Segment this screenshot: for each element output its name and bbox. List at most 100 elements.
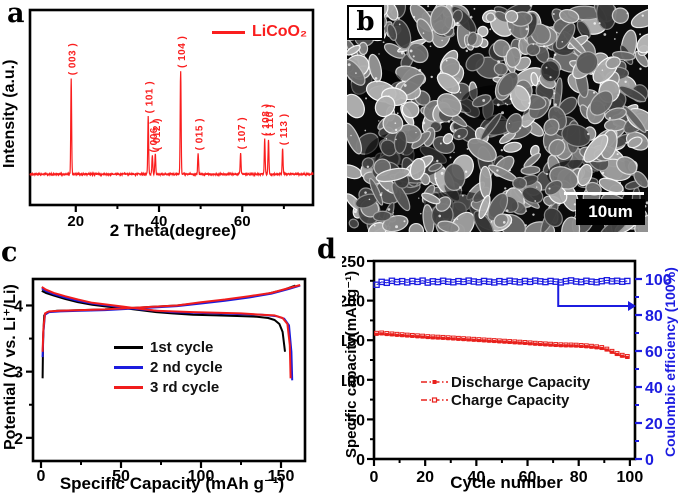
svg-text:200: 200 bbox=[342, 294, 365, 311]
discharge-marker bbox=[595, 346, 599, 350]
peak-label: ( 104 ) bbox=[177, 36, 188, 68]
voltage-profile-svg: 0 50 100 150 2 3 4 bbox=[14, 277, 307, 485]
svg-text:4: 4 bbox=[14, 298, 23, 315]
svg-text:0: 0 bbox=[645, 452, 654, 469]
panel-d-label: d bbox=[317, 234, 336, 265]
discharge-marker bbox=[528, 342, 532, 346]
discharge-marker bbox=[508, 340, 512, 345]
legend-row-2nd-cycle: 2 nd cycle bbox=[114, 357, 223, 377]
discharge-marker bbox=[385, 332, 389, 337]
discharge-marker bbox=[518, 341, 522, 345]
profile-frame bbox=[31, 277, 307, 463]
discharge-marker bbox=[533, 342, 537, 346]
discharge-marker bbox=[436, 336, 440, 340]
svg-text:250: 250 bbox=[342, 254, 365, 271]
panel-a-label: a bbox=[7, 0, 25, 29]
svg-text:150: 150 bbox=[268, 468, 295, 485]
legend-line-swatch bbox=[212, 30, 245, 34]
discharge-marker bbox=[492, 339, 496, 344]
3-rd-cycle-discharge-curve bbox=[41, 286, 292, 379]
discharge-marker bbox=[415, 335, 420, 339]
right-axis-arrow bbox=[557, 280, 630, 307]
discharge-marker bbox=[523, 341, 527, 345]
panel-b-label: b bbox=[347, 5, 384, 40]
discharge-marker bbox=[395, 333, 399, 337]
3-rd-cycle-charge-curve bbox=[41, 284, 301, 352]
xrd-trace bbox=[29, 71, 314, 178]
discharge-marker bbox=[400, 334, 404, 338]
legend-line-swatch bbox=[114, 365, 143, 369]
discharge-marker bbox=[569, 344, 573, 348]
discharge-marker bbox=[467, 338, 471, 342]
svg-text:100: 100 bbox=[645, 272, 672, 289]
peak-label: ( 006 ) bbox=[149, 120, 160, 152]
svg-text:50: 50 bbox=[112, 468, 130, 485]
peak-label: ( 012 ) bbox=[152, 118, 163, 150]
svg-text:40: 40 bbox=[467, 469, 485, 486]
discharge-marker bbox=[543, 343, 548, 347]
discharge-marker bbox=[513, 341, 517, 345]
panel-c-yaxis-title: Potential (V vs. Li⁺/Li) bbox=[2, 284, 19, 450]
svg-text:100: 100 bbox=[342, 373, 365, 390]
efficiency-marker bbox=[624, 277, 631, 285]
peak-label: ( 003 ) bbox=[68, 43, 79, 75]
discharge-marker bbox=[431, 336, 435, 340]
svg-text:60: 60 bbox=[645, 344, 663, 361]
xrd-frame bbox=[28, 8, 315, 207]
discharge-marker bbox=[441, 336, 445, 340]
discharge-marker bbox=[497, 340, 501, 344]
panel-d-xaxis-title: Cycle number bbox=[450, 473, 563, 492]
panel-d-legend: Discharge Capacity Charge Capacity bbox=[421, 373, 590, 409]
discharge-marker bbox=[554, 343, 558, 348]
discharge-marker bbox=[584, 345, 588, 349]
legend-label: 3 rd cycle bbox=[150, 378, 220, 396]
discharge-marker bbox=[538, 342, 542, 347]
discharge-marker bbox=[610, 350, 614, 354]
panel-c-legend: 1st cycle 2 nd cycle 3 rd cycle bbox=[114, 337, 223, 397]
discharge-marker bbox=[446, 337, 450, 341]
peak-label: ( 107 ) bbox=[237, 117, 248, 149]
discharge-marker bbox=[574, 344, 578, 348]
svg-text:80: 80 bbox=[570, 469, 588, 486]
discharge-marker bbox=[482, 339, 486, 343]
legend-row-1st-cycle: 1st cycle bbox=[114, 337, 223, 357]
peak-label: ( 108 ) bbox=[261, 104, 272, 136]
discharge-marker bbox=[421, 335, 425, 339]
discharge-marker bbox=[374, 332, 379, 336]
legend-row-3rd-cycle: 3 rd cycle bbox=[114, 377, 223, 397]
discharge-marker bbox=[579, 344, 583, 348]
panel-d-right-yaxis-title: Coulombic efficiency (100%) bbox=[662, 267, 678, 457]
svg-text:20: 20 bbox=[645, 416, 663, 433]
discharge-marker bbox=[461, 337, 466, 342]
discharge-marker bbox=[477, 338, 481, 343]
discharge-marker bbox=[410, 334, 414, 338]
discharge-marker bbox=[426, 335, 430, 340]
discharge-marker bbox=[589, 345, 594, 349]
panel-c-label: c bbox=[1, 237, 18, 268]
svg-text:50: 50 bbox=[347, 412, 365, 429]
charge-swatch bbox=[421, 397, 448, 403]
legend-row-discharge: Discharge Capacity bbox=[421, 373, 590, 391]
scale-bar-line bbox=[564, 192, 644, 195]
svg-text:60: 60 bbox=[519, 469, 537, 486]
legend-label-licoo2: LiCoO₂ bbox=[252, 23, 308, 40]
panel-c-xaxis-title: Specific Capacity (mAh g⁻¹) bbox=[59, 474, 285, 493]
peak-label: ( 110 ) bbox=[265, 104, 276, 136]
legend-row-charge: Charge Capacity bbox=[421, 391, 590, 409]
discharge-marker bbox=[472, 338, 476, 342]
legend-label: Discharge Capacity bbox=[451, 373, 591, 391]
svg-text:80: 80 bbox=[645, 308, 663, 325]
svg-text:20: 20 bbox=[67, 213, 84, 230]
discharge-marker bbox=[451, 337, 455, 341]
sem-image bbox=[347, 5, 648, 232]
discharge-marker bbox=[559, 344, 563, 348]
svg-text:60: 60 bbox=[234, 213, 251, 230]
svg-text:0: 0 bbox=[356, 452, 365, 469]
discharge-marker bbox=[615, 352, 619, 357]
peak-label: ( 101 ) bbox=[145, 81, 156, 113]
legend-label: 2 nd cycle bbox=[150, 358, 223, 376]
discharge-marker bbox=[625, 355, 629, 359]
legend-label: 1st cycle bbox=[150, 338, 214, 356]
discharge-marker bbox=[390, 333, 394, 337]
